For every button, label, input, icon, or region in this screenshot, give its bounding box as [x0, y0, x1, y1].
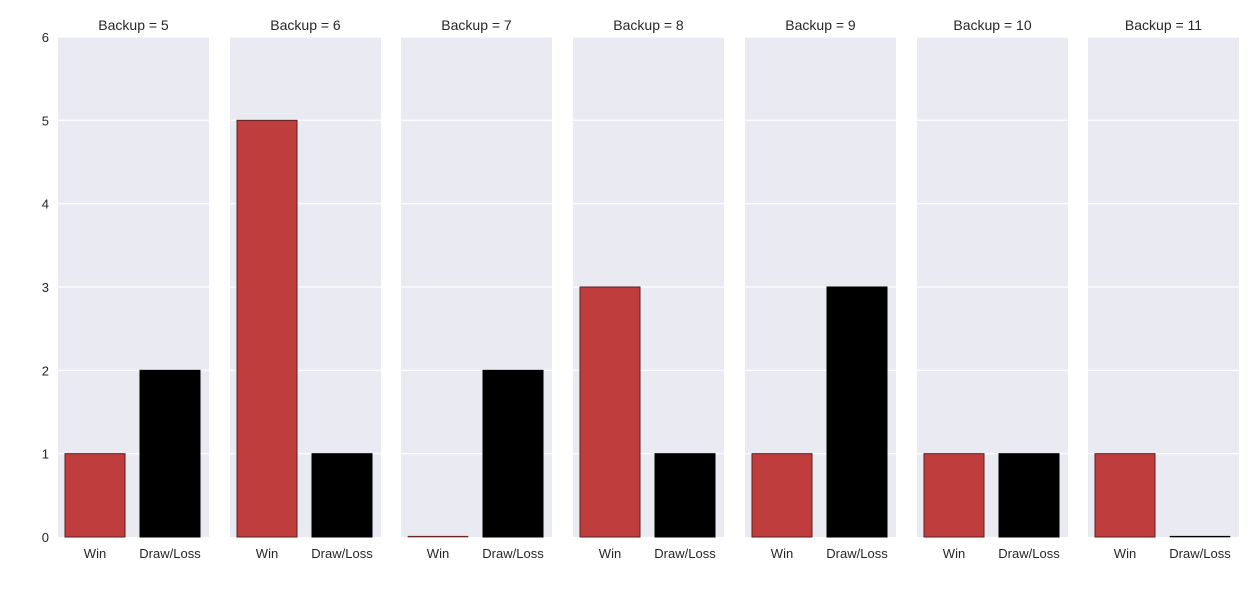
y-tick-label: 3 — [42, 280, 49, 295]
facet-title: Backup = 11 — [1125, 17, 1202, 33]
bar-draw-loss — [139, 369, 201, 538]
facet-title: Backup = 8 — [613, 17, 684, 33]
facet-title: Backup = 5 — [98, 17, 169, 33]
facet-panel: Backup = 9 Win Draw/Loss — [745, 17, 896, 561]
bar-win — [751, 453, 813, 538]
bar-win — [64, 453, 126, 538]
bar-draw-loss — [826, 286, 888, 538]
x-tick-label: Draw/Loss — [482, 546, 544, 561]
bar-win — [1094, 453, 1156, 538]
x-tick-label: Draw/Loss — [139, 546, 201, 561]
y-tick-label: 6 — [42, 30, 49, 45]
x-tick-label: Win — [256, 546, 278, 561]
x-tick-label: Draw/Loss — [1169, 546, 1231, 561]
x-tick-label: Win — [1114, 546, 1136, 561]
facet-panel: Backup = 8 Win Draw/Loss — [573, 17, 724, 561]
facet-panel: Backup = 11 Win Draw/Loss — [1088, 17, 1239, 561]
bar-draw-loss — [482, 369, 544, 538]
x-tick-label: Win — [599, 546, 621, 561]
bar-win — [923, 453, 985, 538]
facet-panel: Backup = 7 Win Draw/Loss — [401, 17, 552, 561]
facet-title: Backup = 7 — [441, 17, 512, 33]
bar-win — [407, 535, 469, 538]
facet-title: Backup = 9 — [785, 17, 856, 33]
bar-win — [236, 119, 298, 538]
x-tick-label: Draw/Loss — [826, 546, 888, 561]
bar-draw-loss — [1169, 535, 1231, 538]
facet-panel: Backup = 10 Win Draw/Loss — [917, 17, 1068, 561]
facet-title: Backup = 6 — [270, 17, 341, 33]
x-tick-label: Draw/Loss — [998, 546, 1060, 561]
bar-draw-loss — [311, 453, 373, 538]
y-tick-label: 1 — [42, 447, 49, 462]
bar-draw-loss — [654, 453, 716, 538]
facet-panel: Backup = 5 Win Draw/Loss — [58, 17, 209, 561]
y-tick-label: 5 — [42, 113, 49, 128]
x-tick-label: Win — [771, 546, 793, 561]
x-tick-label: Win — [84, 546, 106, 561]
facet-panel: Backup = 6 Win Draw/Loss — [230, 17, 381, 561]
x-tick-label: Draw/Loss — [654, 546, 716, 561]
y-tick-label: 2 — [42, 363, 49, 378]
y-tick-label: 0 — [42, 530, 49, 545]
x-tick-label: Win — [427, 546, 449, 561]
x-tick-label: Draw/Loss — [311, 546, 373, 561]
x-tick-label: Win — [943, 546, 965, 561]
y-tick-label: 4 — [42, 197, 49, 212]
bar-draw-loss — [998, 453, 1060, 538]
bar-win — [579, 286, 641, 538]
facet-title: Backup = 10 — [953, 17, 1031, 33]
